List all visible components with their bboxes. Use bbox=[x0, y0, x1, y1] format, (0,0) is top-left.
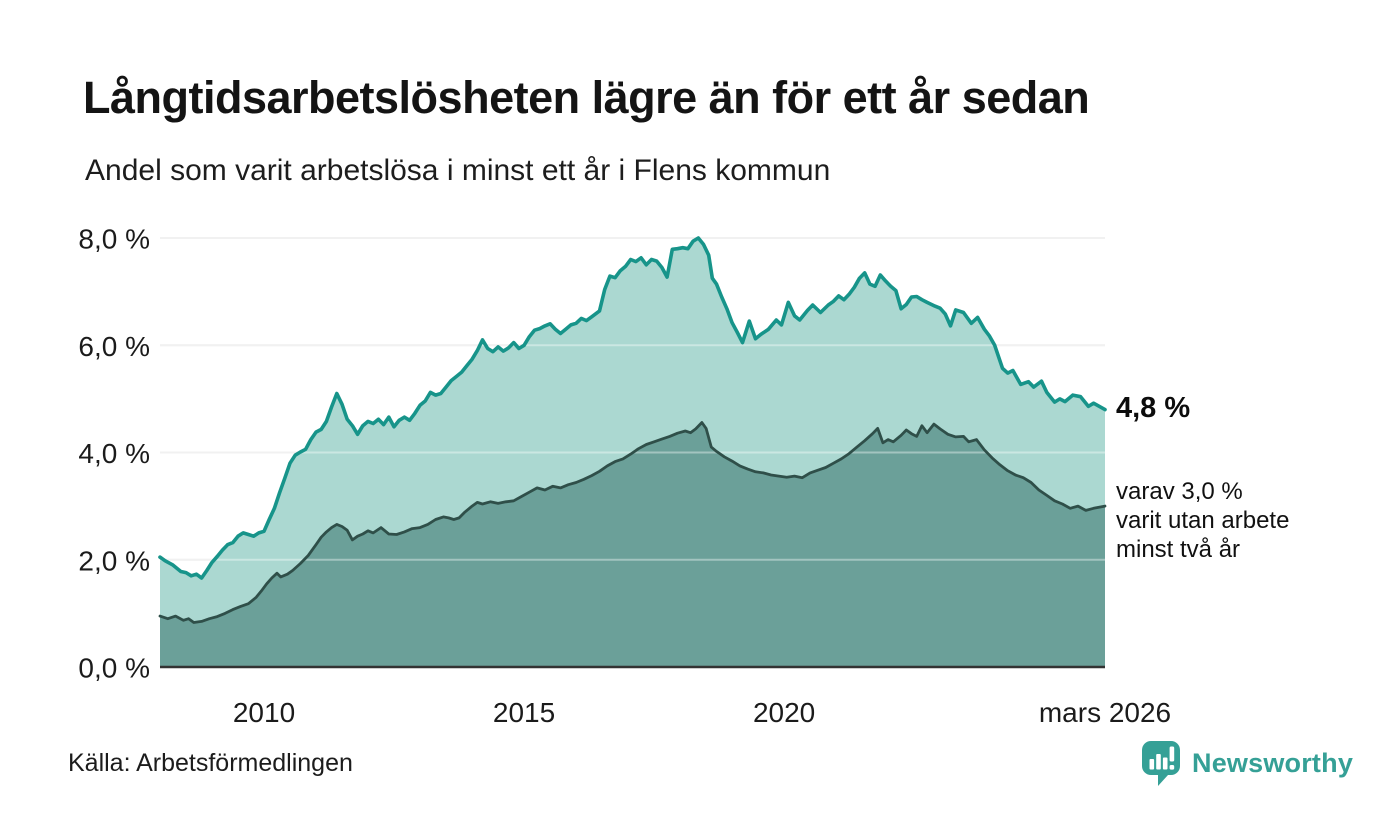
y-tick-label: 8,0 % bbox=[78, 224, 150, 255]
y-tick-label: 4,0 % bbox=[78, 438, 150, 469]
newsworthy-logo-icon bbox=[1142, 741, 1180, 786]
series-line-1 bbox=[158, 421, 1107, 624]
brand-lockup: Newsworthy bbox=[1141, 740, 1353, 786]
series-area-1 bbox=[160, 422, 1105, 667]
x-tick-label: 2010 bbox=[233, 697, 295, 728]
end-value-label: 4,8 % bbox=[1116, 392, 1191, 424]
y-tick-label: 6,0 % bbox=[78, 331, 150, 362]
x-tick-label: 2015 bbox=[493, 697, 555, 728]
series-line-0 bbox=[158, 236, 1107, 580]
x-tick-label: 2020 bbox=[753, 697, 815, 728]
secondary-annotation-line: minst två år bbox=[1116, 536, 1241, 563]
chart-title: Långtidsarbetslösheten lägre än för ett … bbox=[83, 72, 1090, 123]
y-tick-label: 0,0 % bbox=[78, 653, 150, 684]
secondary-annotation: varav 3,0 % varit utan arbete minst två … bbox=[1116, 477, 1289, 564]
x-tick-label: mars 2026 bbox=[1039, 697, 1171, 728]
chart-subtitle: Andel som varit arbetslösa i minst ett å… bbox=[85, 154, 831, 187]
secondary-annotation-line: varav 3,0 % bbox=[1116, 478, 1243, 505]
source-note: Källa: Arbetsförmedlingen bbox=[68, 749, 353, 777]
y-tick-label: 2,0 % bbox=[78, 545, 150, 576]
brand-name: Newsworthy bbox=[1192, 747, 1354, 778]
secondary-annotation-line: varit utan arbete bbox=[1116, 507, 1290, 534]
